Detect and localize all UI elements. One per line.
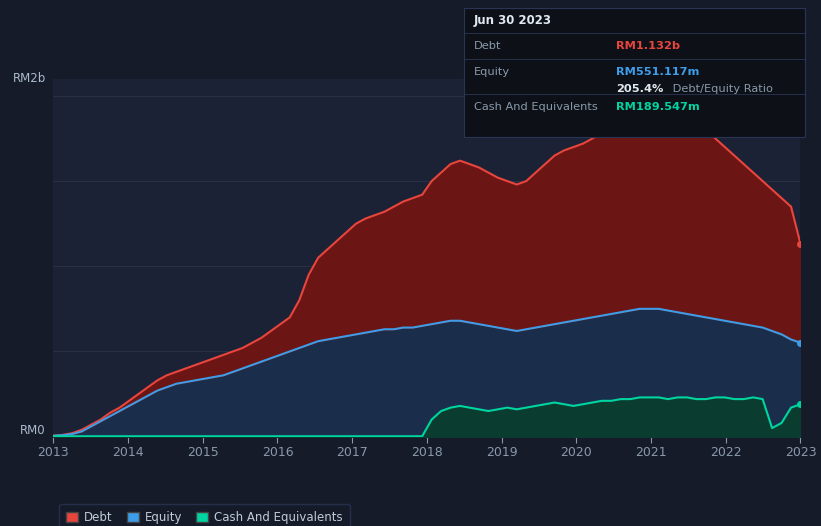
Text: Equity: Equity bbox=[474, 67, 510, 77]
Text: RM2b: RM2b bbox=[12, 73, 46, 85]
Text: RM551.117m: RM551.117m bbox=[616, 67, 699, 77]
Text: Cash And Equivalents: Cash And Equivalents bbox=[474, 102, 598, 112]
Text: Debt: Debt bbox=[474, 41, 501, 50]
Text: RM189.547m: RM189.547m bbox=[616, 102, 699, 112]
Text: Jun 30 2023: Jun 30 2023 bbox=[474, 14, 552, 27]
Text: 205.4%: 205.4% bbox=[616, 84, 663, 94]
Text: RM1.132b: RM1.132b bbox=[616, 41, 680, 50]
Legend: Debt, Equity, Cash And Equivalents: Debt, Equity, Cash And Equivalents bbox=[59, 504, 350, 526]
Text: Debt/Equity Ratio: Debt/Equity Ratio bbox=[669, 84, 773, 94]
Text: RM0: RM0 bbox=[21, 423, 46, 437]
